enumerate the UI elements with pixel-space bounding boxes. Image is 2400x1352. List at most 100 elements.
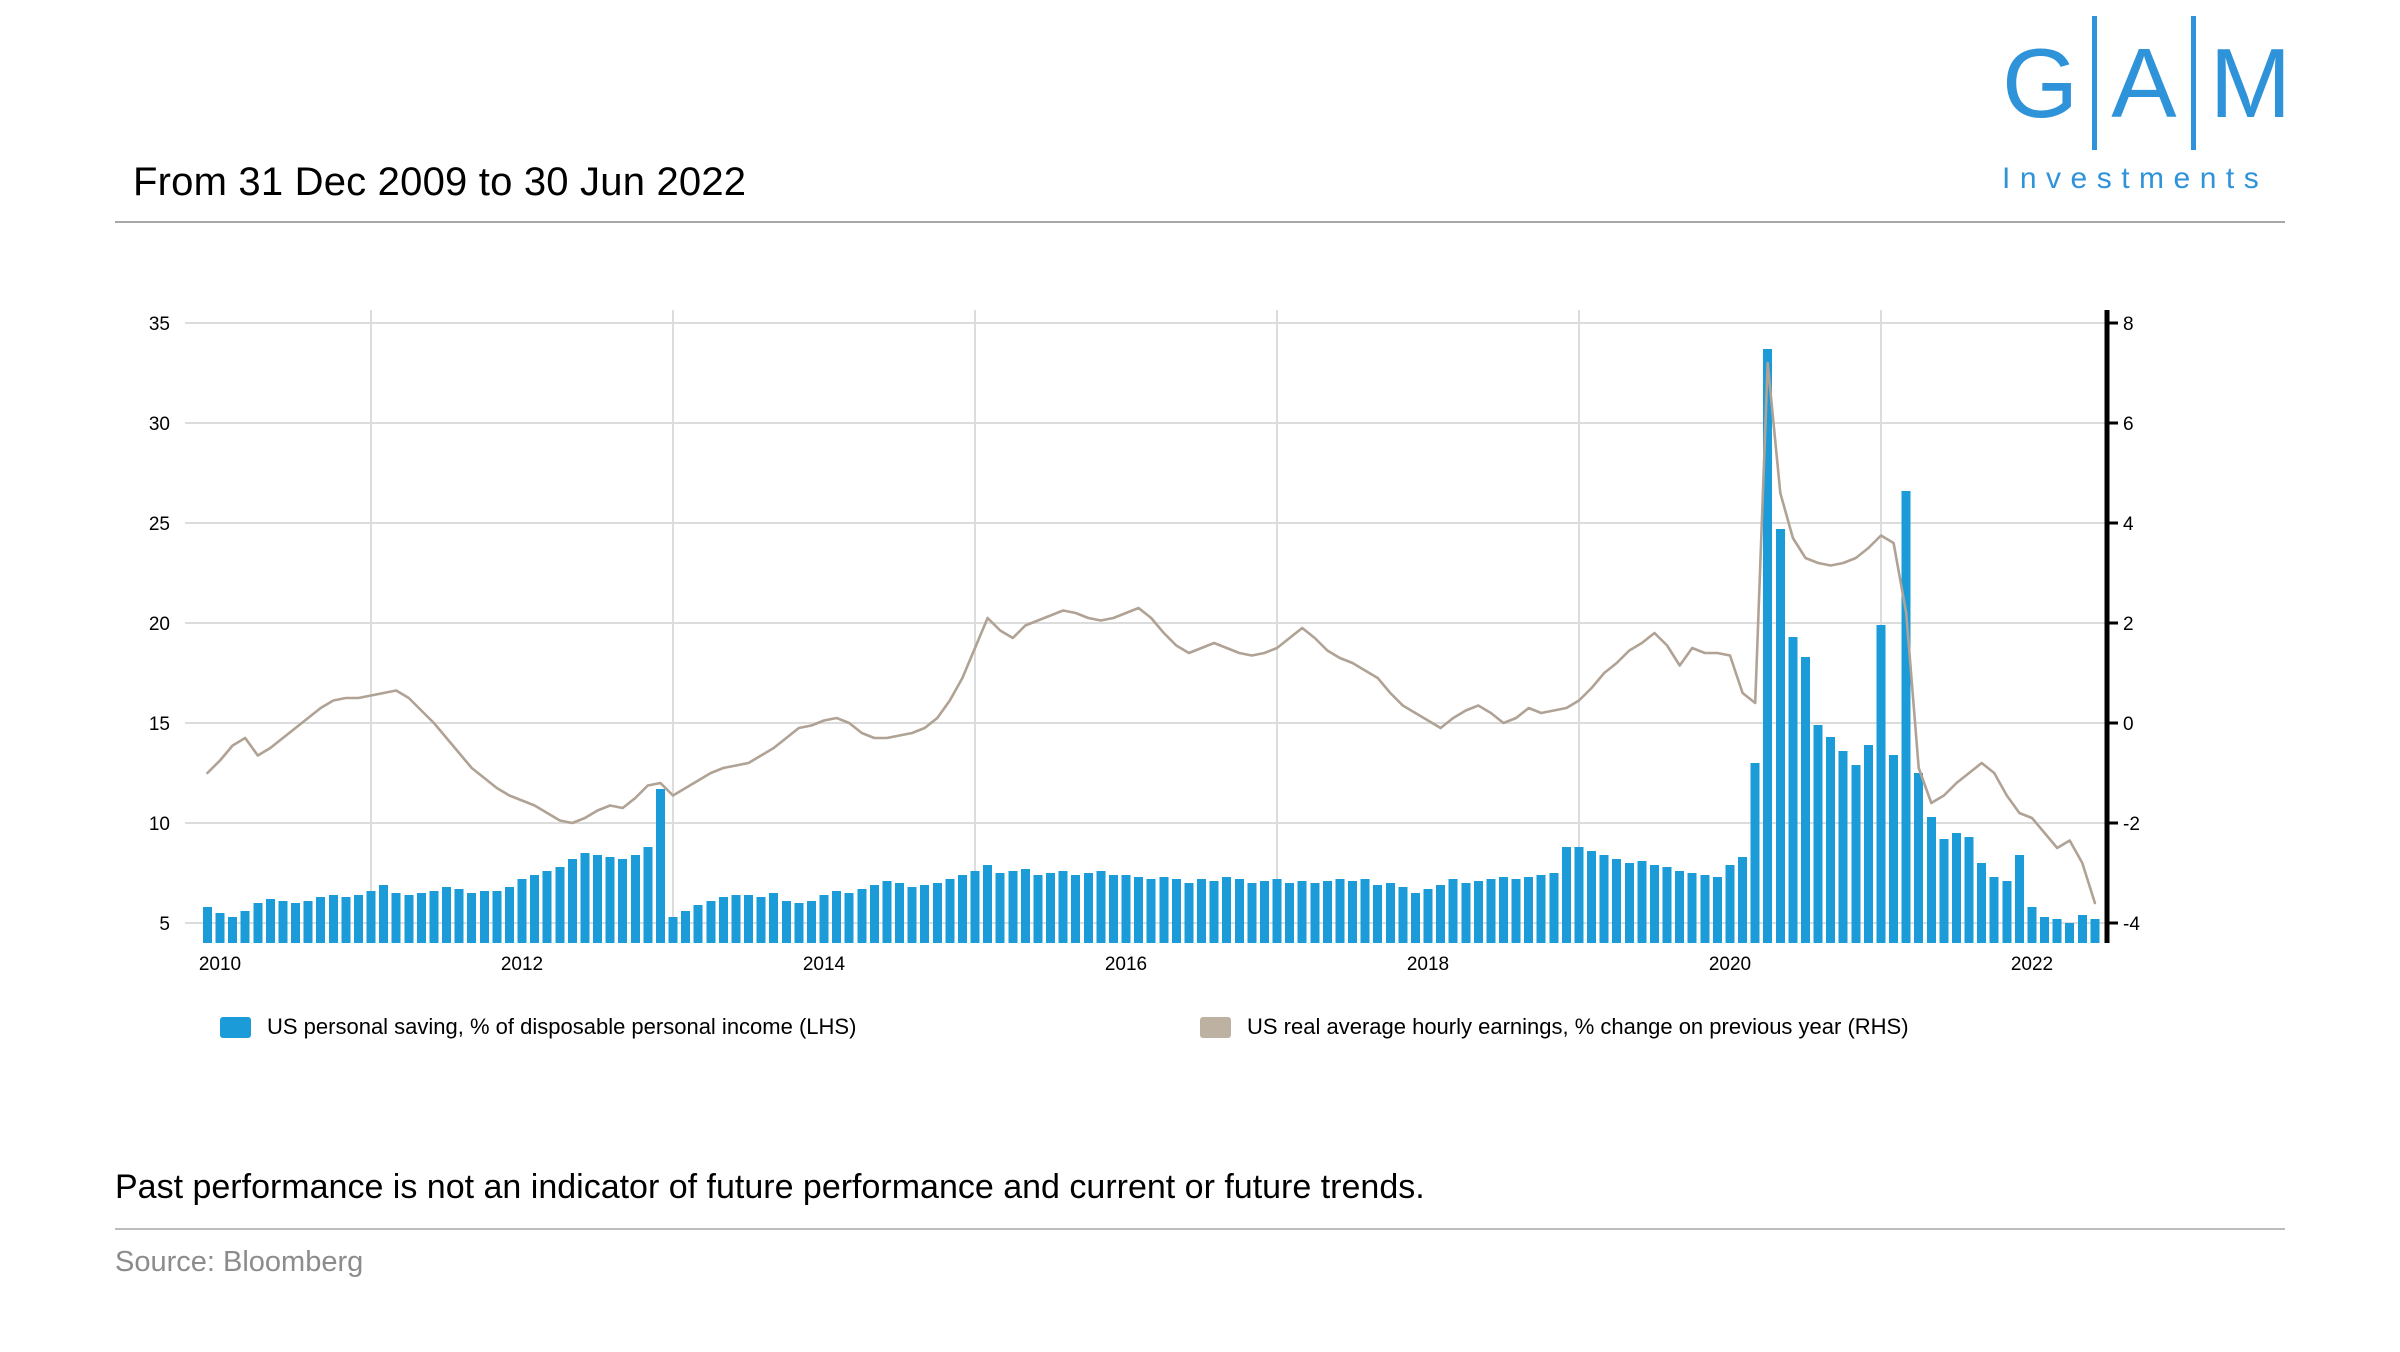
saving-bar bbox=[353, 895, 363, 943]
saving-bar bbox=[731, 895, 741, 943]
saving-bar bbox=[1071, 875, 1081, 943]
saving-bar bbox=[844, 893, 854, 943]
saving-bar bbox=[1851, 765, 1861, 943]
saving-bar bbox=[2052, 919, 2062, 943]
saving-bar bbox=[806, 901, 816, 943]
saving-bar bbox=[1637, 861, 1647, 943]
logo-letter-a: A bbox=[2111, 28, 2177, 138]
saving-bar bbox=[1612, 859, 1622, 943]
saving-bar bbox=[630, 855, 640, 943]
saving-bar bbox=[882, 881, 892, 943]
saving-bar bbox=[253, 903, 263, 943]
saving-bar bbox=[945, 879, 955, 943]
earnings-series-swatch bbox=[1200, 1016, 1231, 1038]
saving-bar bbox=[869, 885, 879, 943]
x-axis-year-label: 2016 bbox=[1105, 954, 1147, 975]
saving-bar bbox=[1121, 875, 1131, 943]
right-axis-tick-label: -2 bbox=[2123, 814, 2140, 835]
saving-bar bbox=[655, 789, 665, 943]
saving-bar bbox=[1964, 837, 1974, 943]
right-axis-tick-label: -4 bbox=[2123, 914, 2140, 935]
saving-bar bbox=[379, 885, 389, 943]
disclaimer-text: Past performance is not an indicator of … bbox=[115, 1168, 1425, 1206]
left-axis-tick-label: 35 bbox=[149, 314, 170, 335]
saving-bar bbox=[1536, 875, 1546, 943]
saving-bar bbox=[1096, 871, 1106, 943]
saving-bar bbox=[580, 853, 590, 943]
logo-letter-m: M bbox=[2209, 28, 2292, 138]
saving-bar bbox=[819, 895, 829, 943]
saving-bar bbox=[202, 907, 212, 943]
saving-bar bbox=[1801, 657, 1810, 943]
saving-bar bbox=[668, 917, 678, 943]
saving-bar bbox=[1046, 873, 1055, 943]
x-axis-year-label: 2012 bbox=[501, 954, 543, 975]
saving-bar bbox=[2040, 917, 2050, 943]
saving-bar bbox=[504, 887, 514, 943]
saving-bar bbox=[1901, 491, 1911, 943]
saving-bar bbox=[1058, 871, 1068, 943]
saving-bar bbox=[530, 875, 540, 943]
saving-bar bbox=[920, 885, 930, 943]
saving-bar bbox=[756, 897, 766, 943]
saving-bar bbox=[228, 917, 238, 943]
saving-bar bbox=[1876, 625, 1886, 943]
earnings-line bbox=[206, 361, 2097, 905]
footer-divider bbox=[115, 1228, 2285, 1230]
saving-bar bbox=[1889, 755, 1899, 943]
saving-bar bbox=[1587, 851, 1597, 943]
saving-bar bbox=[1297, 881, 1307, 943]
saving-bar bbox=[1146, 879, 1156, 943]
saving-bar bbox=[1561, 847, 1571, 943]
saving-bar bbox=[1020, 869, 1030, 943]
saving-bar bbox=[1549, 873, 1559, 943]
saving-bar bbox=[605, 857, 615, 943]
saving-bar bbox=[1914, 773, 1924, 943]
left-axis-tick-label: 10 bbox=[149, 814, 170, 835]
saving-bar bbox=[1310, 883, 1320, 943]
right-axis-tick-label: 2 bbox=[2123, 614, 2134, 635]
logo-wordmark: Investments bbox=[2002, 162, 2269, 195]
page-title: From 31 Dec 2009 to 30 Jun 2022 bbox=[133, 160, 747, 204]
saving-bar bbox=[454, 889, 464, 943]
saving-bar bbox=[265, 899, 275, 943]
saving-bar bbox=[1171, 879, 1181, 943]
saving-bar bbox=[1499, 877, 1508, 943]
saving-bar bbox=[492, 891, 502, 943]
x-axis-year-label: 2022 bbox=[2011, 954, 2053, 975]
saving-bar bbox=[1461, 883, 1471, 943]
saving-bar bbox=[1398, 887, 1408, 943]
saving-bar bbox=[832, 891, 842, 943]
saving-bar bbox=[794, 903, 804, 943]
saving-bar bbox=[2014, 855, 2024, 943]
saving-bar bbox=[567, 859, 577, 943]
saving-bar bbox=[983, 865, 993, 943]
right-axis-tick-label: 8 bbox=[2123, 314, 2134, 335]
saving-bar bbox=[895, 883, 904, 943]
saving-bar bbox=[1700, 875, 1710, 943]
saving-bar bbox=[1410, 893, 1420, 943]
saving-bar bbox=[1511, 879, 1521, 943]
gam-logo: G A M Investments bbox=[2002, 16, 2291, 196]
saving-bar bbox=[1675, 871, 1685, 943]
x-axis-year-label: 2014 bbox=[803, 954, 846, 975]
saving-bar bbox=[1863, 745, 1873, 943]
saving-bar bbox=[1234, 879, 1244, 943]
right-axis-tick-label: 4 bbox=[2123, 514, 2134, 535]
left-axis-tick-label: 15 bbox=[149, 714, 170, 735]
saving-bar bbox=[1385, 883, 1395, 943]
saving-bar bbox=[1108, 875, 1118, 943]
saving-bar bbox=[744, 895, 753, 943]
saving-bar bbox=[479, 891, 489, 943]
saving-bar bbox=[593, 855, 602, 943]
saving-bar bbox=[1738, 857, 1748, 943]
saving-bar bbox=[618, 859, 628, 943]
source-text: Source: Bloomberg bbox=[115, 1246, 364, 1278]
saving-bar bbox=[1763, 349, 1773, 943]
logo-divider-bar bbox=[2190, 16, 2196, 150]
saving-bar bbox=[1650, 865, 1659, 943]
saving-bar bbox=[1033, 875, 1043, 943]
saving-bar bbox=[1272, 879, 1282, 943]
saving-bar bbox=[1360, 879, 1370, 943]
saving-bar bbox=[1134, 877, 1144, 943]
